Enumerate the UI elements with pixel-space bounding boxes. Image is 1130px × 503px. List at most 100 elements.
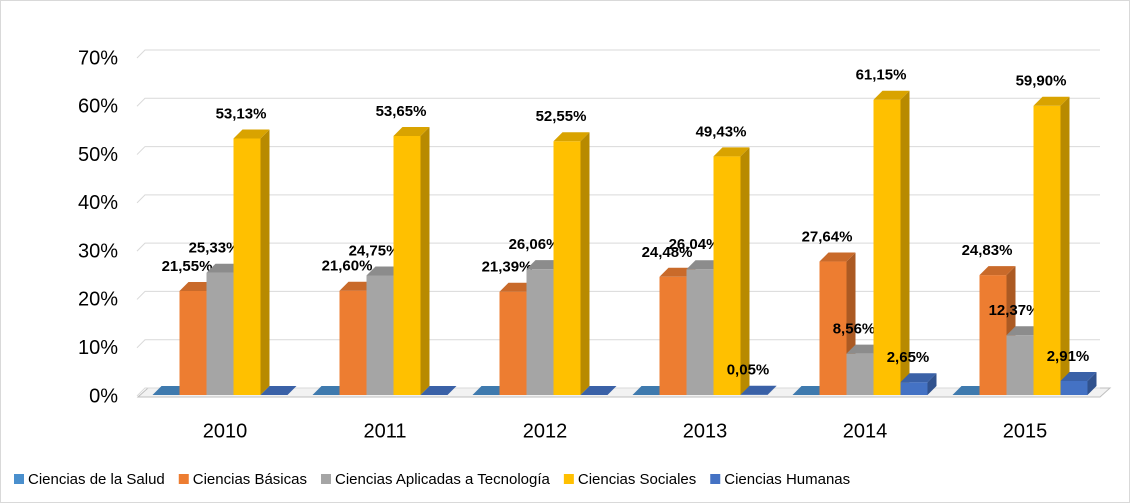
- bar-front: [1060, 380, 1088, 395]
- bar: [713, 147, 750, 395]
- bar-front: [526, 269, 554, 395]
- y-tick-label: 20%: [78, 289, 118, 311]
- bar-front: [846, 353, 874, 395]
- bar-front: [366, 275, 394, 395]
- legend-label: Ciencias Aplicadas a Tecnología: [335, 471, 551, 488]
- bar-top: [393, 126, 430, 136]
- bar-side: [420, 126, 430, 395]
- bar-front: [873, 99, 901, 396]
- bar: [900, 373, 937, 395]
- bar-top: [713, 147, 750, 157]
- bar: [233, 129, 270, 395]
- data-label: 25,33%: [189, 240, 240, 257]
- grid-line: [136, 97, 1100, 107]
- bar-top: [900, 373, 937, 383]
- bar-top: [233, 129, 270, 139]
- data-label: 8,56%: [833, 321, 876, 338]
- bar-side: [927, 373, 937, 395]
- data-label: 26,06%: [509, 236, 560, 253]
- data-label: 12,37%: [989, 302, 1040, 319]
- bar: [979, 266, 1016, 395]
- legend-swatch: [178, 474, 189, 484]
- bar-top: [260, 386, 297, 395]
- bar-side: [900, 90, 910, 396]
- bar-top: [873, 90, 910, 100]
- data-label: 2,91%: [1047, 348, 1090, 365]
- data-label: 53,65%: [376, 103, 427, 120]
- bar-front: [1006, 335, 1034, 395]
- grid-line: [136, 387, 1100, 397]
- data-label: 27,64%: [802, 229, 853, 246]
- bar-front: [206, 272, 234, 395]
- legend-swatch: [710, 474, 721, 484]
- legend-swatch: [320, 474, 331, 484]
- bar-top: [740, 385, 777, 395]
- bar-front: [686, 269, 714, 395]
- data-label: 0,05%: [727, 362, 770, 379]
- grid-line: [136, 194, 1100, 204]
- data-label: 61,15%: [856, 67, 907, 84]
- bar-front: [393, 135, 421, 395]
- bar-front: [979, 275, 1007, 395]
- bar: [420, 386, 457, 395]
- bar-front: [1033, 105, 1061, 396]
- legend-label: Ciencias de la Salud: [28, 471, 165, 488]
- legend-label: Ciencias Sociales: [578, 471, 696, 488]
- data-label: 49,43%: [696, 123, 747, 140]
- data-label: 24,48%: [642, 244, 693, 261]
- bar-front: [179, 290, 207, 395]
- y-tick-label: 50%: [78, 144, 118, 166]
- bar: [1060, 371, 1097, 395]
- data-label: 24,75%: [349, 242, 400, 259]
- bar-top: [1060, 371, 1097, 381]
- y-tick-label: 60%: [78, 96, 118, 118]
- legend-label: Ciencias Básicas: [193, 471, 307, 488]
- bar-side: [260, 129, 270, 395]
- y-tick-label: 10%: [78, 337, 118, 359]
- bar-top: [1033, 96, 1070, 106]
- bar-front: [819, 261, 847, 395]
- bar: [393, 126, 430, 395]
- bar-top: [819, 252, 856, 262]
- x-tick-label: 2010: [203, 420, 248, 442]
- grid-line: [136, 49, 1100, 59]
- bar-side: [1087, 371, 1097, 395]
- bar-side: [1060, 96, 1070, 396]
- legend-swatch: [563, 474, 574, 484]
- data-label: 52,55%: [536, 108, 587, 125]
- data-label: 59,90%: [1016, 73, 1067, 90]
- bar-front: [553, 141, 581, 395]
- y-tick-label: 0%: [89, 385, 118, 407]
- bar: [553, 132, 590, 395]
- bar-top: [580, 386, 617, 395]
- bar: [260, 386, 297, 395]
- bar-side: [767, 385, 777, 395]
- data-label: 21,60%: [322, 258, 373, 275]
- bar-front: [659, 276, 687, 395]
- bar: [740, 385, 777, 395]
- bar-side: [740, 147, 750, 395]
- bar-side: [580, 132, 590, 395]
- bar-top: [979, 266, 1016, 276]
- y-tick-label: 30%: [78, 240, 118, 262]
- legend-swatch: [14, 474, 24, 484]
- y-tick-label: 70%: [78, 47, 118, 69]
- grid-line: [136, 242, 1100, 252]
- grid-line: [136, 290, 1100, 300]
- bar: [873, 90, 910, 396]
- grid-line: [136, 146, 1100, 155]
- legend-label: Ciencias Humanas: [724, 471, 850, 488]
- data-label: 26,04%: [669, 236, 720, 253]
- bar: [1033, 96, 1070, 396]
- x-tick-label: 2014: [843, 420, 888, 442]
- x-tick-label: 2012: [523, 420, 568, 442]
- bar-top: [420, 386, 457, 395]
- bar-front: [499, 291, 527, 395]
- x-tick-label: 2011: [363, 420, 406, 442]
- y-tick-label: 40%: [78, 192, 118, 214]
- data-label: 21,55%: [162, 258, 213, 275]
- data-label: 21,39%: [482, 259, 533, 276]
- data-label: 53,13%: [216, 105, 267, 122]
- data-label: 24,83%: [962, 242, 1013, 259]
